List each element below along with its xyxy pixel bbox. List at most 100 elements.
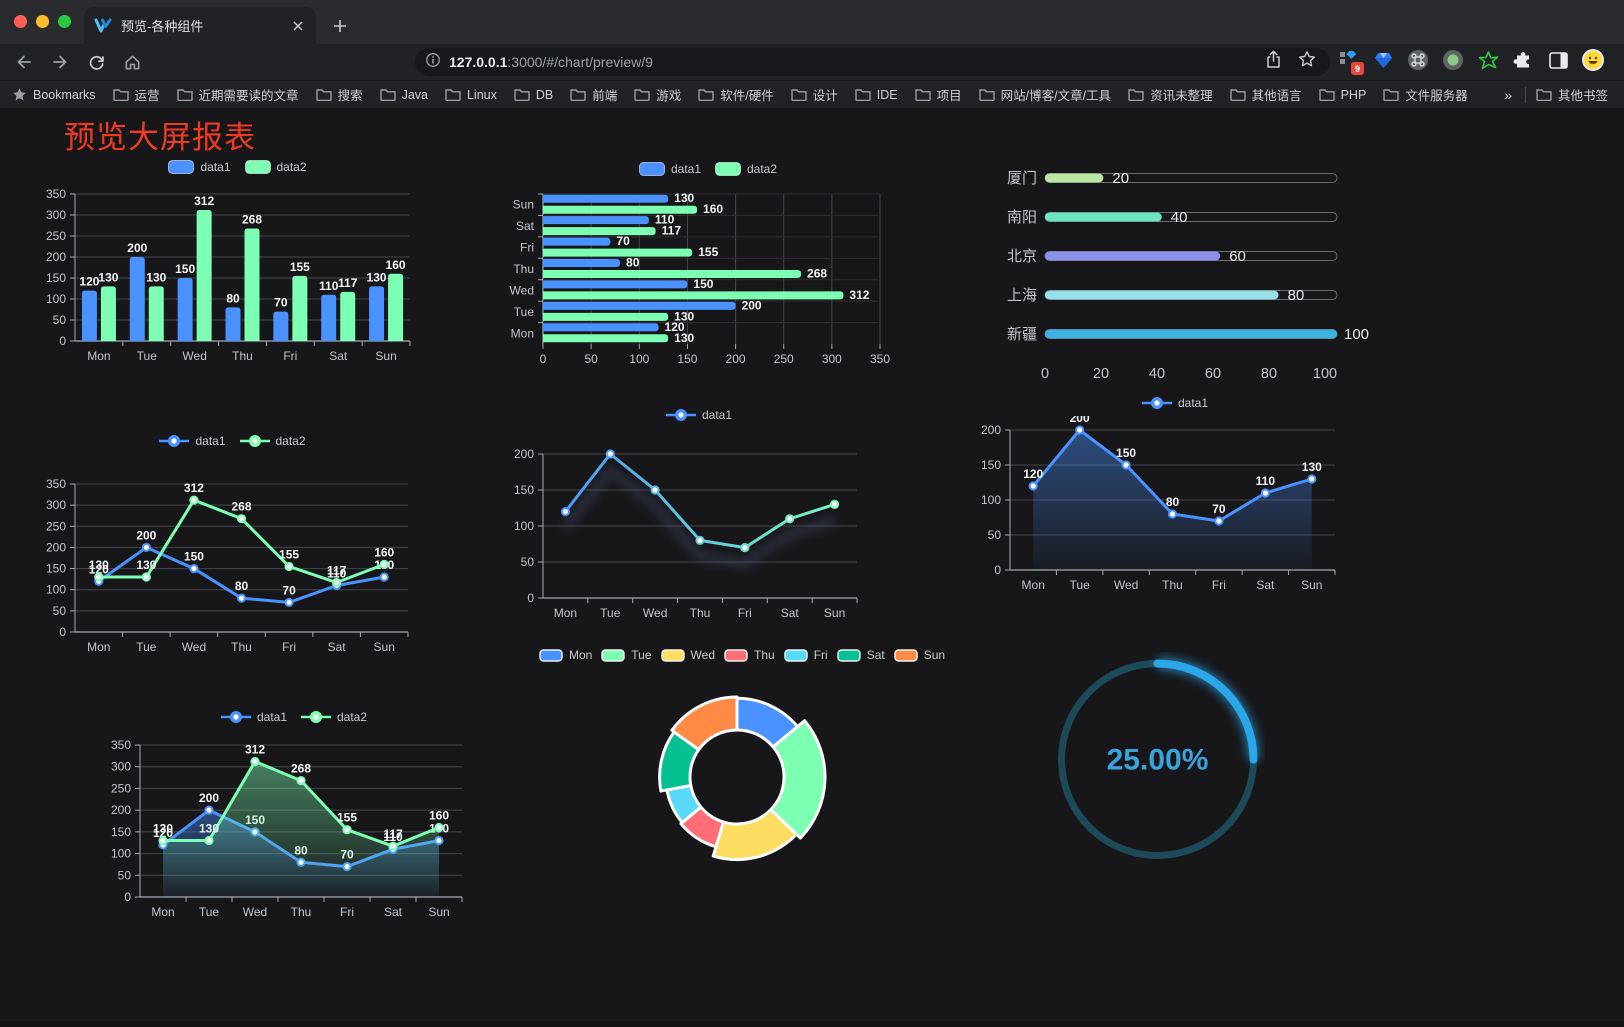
green-star-extension-icon[interactable] <box>1476 47 1500 73</box>
bookmark-star-icon[interactable] <box>1298 50 1316 74</box>
svg-text:110: 110 <box>327 566 347 580</box>
legend-item-Wed[interactable]: Wed <box>660 648 715 662</box>
bookmark-folder[interactable]: DB <box>514 88 553 102</box>
legend-item-data1[interactable]: data1 <box>220 710 287 724</box>
chart-legend: data1 data2 <box>35 154 440 180</box>
bookmark-folder[interactable]: IDE <box>855 88 898 102</box>
other-bookmarks-folder[interactable]: 其他书签 <box>1536 85 1608 104</box>
legend-item-data1[interactable]: data1 <box>638 162 701 176</box>
chart-canvas: 0 50 100 150 200 250 300 350 Mon Tue Wed Thu Fri Sat S… <box>111 738 463 919</box>
close-window-button[interactable] <box>14 15 27 28</box>
bookmarks-overflow-button[interactable]: » <box>1504 86 1512 103</box>
extensions-puzzle-icon[interactable] <box>1511 47 1535 73</box>
bookmark-folder[interactable]: 游戏 <box>634 85 681 104</box>
legend-item-data1[interactable]: data1 <box>1141 396 1208 410</box>
svg-text:20: 20 <box>1093 366 1109 382</box>
recorder-extension-icon[interactable] <box>1441 47 1465 73</box>
svg-text:150: 150 <box>514 483 534 497</box>
bookmarks-manager-item[interactable]: Bookmarks <box>12 87 96 102</box>
bookmark-folder[interactable]: 其他语言 <box>1229 85 1302 104</box>
legend-item-Thu[interactable]: Thu <box>724 648 775 662</box>
bookmark-folder[interactable]: PHP <box>1318 88 1366 102</box>
bookmark-folder[interactable]: 软件/硬件 <box>698 85 774 104</box>
bookmark-folder[interactable]: 前端 <box>570 85 617 104</box>
tab-close-icon[interactable] <box>289 17 306 34</box>
back-button[interactable] <box>10 48 38 76</box>
svg-text:Wed: Wed <box>1114 578 1138 592</box>
folder-icon <box>379 89 396 101</box>
bookmark-folder[interactable]: 网站/博客/文章/工具 <box>978 85 1111 104</box>
svg-text:130: 130 <box>146 270 166 284</box>
forward-button[interactable] <box>46 48 74 76</box>
bookmark-folder[interactable]: 资讯未整理 <box>1128 85 1213 104</box>
home-button[interactable] <box>118 48 146 76</box>
legend-item-data2[interactable]: data2 <box>244 160 307 174</box>
browser-tab[interactable]: 预览-各种组件 <box>84 7 316 44</box>
minimize-window-button[interactable] <box>36 15 49 28</box>
legend-line-marker-icon <box>159 435 190 447</box>
site-info-icon[interactable] <box>425 52 441 73</box>
legend-item-Sun[interactable]: Sun <box>893 648 945 662</box>
folder-icon <box>514 89 530 101</box>
legend-line-marker-icon <box>665 409 696 421</box>
bookmark-folder[interactable]: Java <box>379 88 428 102</box>
pie-slice-Wed[interactable] <box>711 808 798 861</box>
legend-item-Mon[interactable]: Mon <box>539 648 592 662</box>
bookmark-folder[interactable]: 搜索 <box>315 85 363 104</box>
bookmark-folder[interactable]: Linux <box>445 88 497 102</box>
svg-text:268: 268 <box>807 267 827 281</box>
legend-item-data1[interactable]: data1 <box>665 408 732 422</box>
reload-button[interactable] <box>82 48 110 76</box>
legend-swatch-icon <box>836 648 861 662</box>
bookmark-folder[interactable]: 文件服务器 <box>1383 85 1468 104</box>
svg-text:160: 160 <box>374 545 394 559</box>
bookmark-folder[interactable]: 项目 <box>914 85 962 104</box>
legend-line-marker-icon <box>1141 397 1172 409</box>
bookmark-folder[interactable]: 近期需要读的文章 <box>176 85 299 104</box>
window-controls <box>14 15 71 28</box>
bookmark-folder[interactable]: 运营 <box>112 85 160 104</box>
side-panel-icon[interactable] <box>1546 47 1570 73</box>
legend-item-data2[interactable]: data2 <box>239 434 306 448</box>
chart-legend: data1 data2 <box>98 704 490 730</box>
bookmarks-bar: Bookmarks 运营 近期需要读的文章 搜索 Java Linux DB 前端 游戏 软件/… <box>0 80 1624 108</box>
pie-slice-Tue[interactable] <box>769 719 827 840</box>
svg-text:200: 200 <box>46 540 66 554</box>
share-icon[interactable] <box>1265 50 1282 74</box>
svg-text:155: 155 <box>337 811 357 825</box>
tab-manager-extension-icon[interactable]: 9 <box>1336 47 1364 75</box>
svg-text:Thu: Thu <box>513 262 534 276</box>
zoom-window-button[interactable] <box>58 15 71 28</box>
svg-text:268: 268 <box>291 762 311 776</box>
bookmark-folder[interactable]: 设计 <box>791 85 838 104</box>
svg-text:20: 20 <box>1112 170 1129 187</box>
legend-item-Tue[interactable]: Tue <box>601 648 652 662</box>
svg-text:312: 312 <box>184 481 204 495</box>
browser-menu-icon[interactable] <box>1616 47 1624 73</box>
legend-item-data2[interactable]: data2 <box>301 710 367 724</box>
new-tab-button[interactable] <box>328 14 352 38</box>
svg-text:130: 130 <box>153 822 173 836</box>
gem-extension-icon[interactable] <box>1371 47 1395 73</box>
pie-slice-Sun[interactable] <box>670 695 739 752</box>
legend-item-data1[interactable]: data1 <box>159 434 226 448</box>
chart-progress-bars: 厦门 20 南阳 40 北京 60 上海 80 新疆 100 0 20 40 60 80 100 <box>985 156 1370 391</box>
folder-icon <box>176 89 193 101</box>
legend-item-Fri[interactable]: Fri <box>783 648 828 662</box>
chart-line-two-series: data1 data2 0 50 100 150 200 250 300 350 Mon Tue Wed… <box>40 428 425 668</box>
svg-text:300: 300 <box>46 498 66 512</box>
url-bar[interactable]: 127.0.0.1:3000/#/chart/preview/9 <box>415 48 1330 76</box>
svg-text:100: 100 <box>111 847 131 861</box>
legend-item-data1[interactable]: data1 <box>168 160 231 174</box>
folder-icon <box>914 89 931 101</box>
command-extension-icon[interactable] <box>1406 47 1430 73</box>
legend-item-Sat[interactable]: Sat <box>836 648 885 662</box>
bookmarks-separator <box>1524 86 1526 103</box>
svg-text:厦门: 厦门 <box>1007 170 1037 187</box>
svg-text:117: 117 <box>383 827 403 841</box>
chart-canvas: 25.00% <box>1058 658 1259 859</box>
chart-canvas <box>658 695 827 861</box>
profile-avatar[interactable] <box>1581 47 1605 73</box>
legend-item-data2[interactable]: data2 <box>715 162 777 176</box>
folder-icon <box>1536 89 1552 101</box>
